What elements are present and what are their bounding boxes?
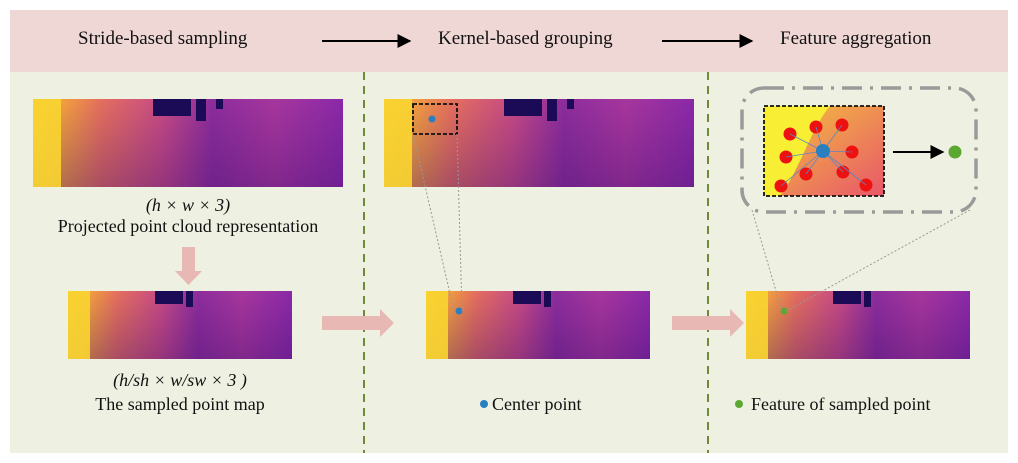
- projection-line: [751, 209, 783, 312]
- stage-header-band: [10, 10, 1008, 72]
- sampling-down-arrow: [175, 247, 202, 285]
- flow-arrow-right: [322, 309, 394, 337]
- sampled-map-right: [746, 291, 970, 359]
- aggregated-feature-point: [948, 145, 962, 159]
- sampled-dims-label: (h/sh × w/sw × 3 ): [113, 370, 247, 390]
- kernel-window: [412, 103, 458, 135]
- kernel-center-point: [816, 144, 830, 158]
- projected-desc-label: Projected point cloud representation: [57, 216, 319, 236]
- kernel-patch-border: [763, 105, 885, 197]
- center-point-legend-dot: [480, 400, 488, 408]
- feature-point-legend: Feature of sampled point: [751, 394, 931, 414]
- feature-point-on-sampled-map: [780, 307, 788, 315]
- sampled-desc-label: The sampled point map: [95, 394, 265, 414]
- projection-line: [456, 133, 463, 312]
- center-point-legend: Center point: [492, 394, 582, 414]
- sampled-map-left: [68, 291, 292, 359]
- projection-line: [785, 209, 971, 312]
- feature-point-legend-dot: [735, 400, 743, 408]
- flow-arrow-right: [672, 309, 744, 337]
- center-point-marker: [428, 115, 436, 123]
- projected-dims-label: (h × w × 3): [145, 195, 231, 215]
- depth-map-full-middle: [384, 99, 694, 187]
- center-point-on-sampled-map: [455, 307, 463, 315]
- depth-map-full-left: [33, 99, 343, 187]
- stage3-title: Feature aggregation: [780, 28, 932, 49]
- sampled-map-middle: [426, 291, 650, 359]
- stage2-title: Kernel-based grouping: [438, 28, 613, 49]
- stage1-title: Stride-based sampling: [78, 28, 248, 49]
- aggregation-callout: [740, 86, 978, 214]
